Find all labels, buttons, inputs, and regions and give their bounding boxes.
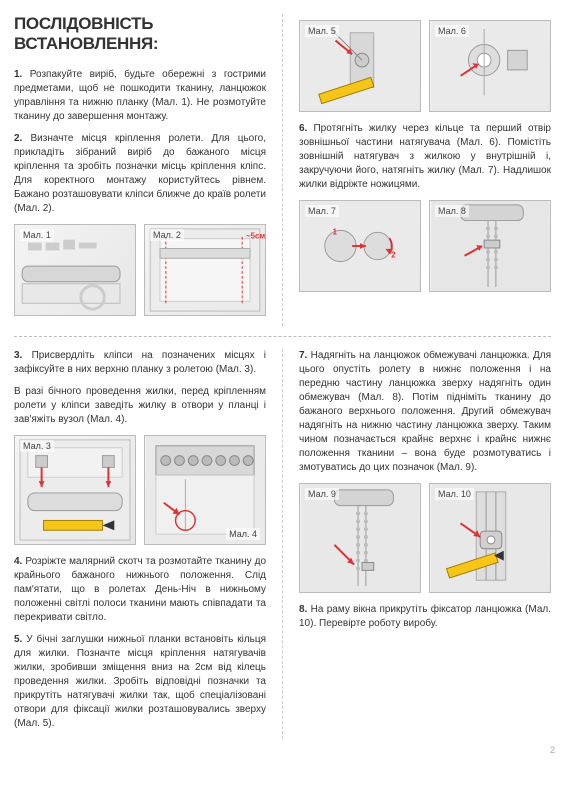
- step-7: 7. Надягніть на ланцюжок обмежувачі ланц…: [299, 349, 551, 475]
- figs-9-10: Мал. 9 Мал. 10: [299, 483, 551, 593]
- section-top: ПОСЛІДОВНІСТЬ ВСТАНОВЛЕННЯ: 1. Розпакуйт…: [14, 14, 551, 326]
- fig-8: Мал. 8: [429, 200, 551, 292]
- step-2-text: Визначте місця кріплення ролети. Для цьо…: [14, 133, 266, 214]
- fig-4: Мал. 4: [144, 435, 266, 545]
- fig-4-label: Мал. 4: [226, 528, 260, 540]
- fig-10: Мал. 10: [429, 483, 551, 593]
- fig-10-label: Мал. 10: [435, 488, 474, 500]
- horizontal-divider: [14, 336, 551, 337]
- svg-text:1: 1: [333, 227, 338, 236]
- step-3-text: Присвердліть кліпси на позначених місцях…: [14, 350, 266, 375]
- step-5: 5. У бічні заглушки нижньої планки встан…: [14, 633, 266, 731]
- fig-6: Мал. 6: [429, 20, 551, 112]
- step-3: 3. Присвердліть кліпси на позначених міс…: [14, 349, 266, 377]
- fig-1: Мал. 1: [14, 224, 136, 316]
- col-right-top: Мал. 5 Мал. 6: [299, 14, 551, 326]
- step-2-num: 2.: [14, 133, 22, 144]
- step-4: 4. Розріжте малярний скотч та розмотайте…: [14, 555, 266, 625]
- fig-2-label: Мал. 2: [150, 229, 184, 241]
- step-6-text: Протягніть жилку через кільце та перший …: [299, 123, 551, 190]
- step-4-text: Розріжте малярний скотч та розмотайте тк…: [14, 556, 266, 623]
- step-5-num: 5.: [14, 634, 22, 645]
- fig-2: Мал. 2 ~5см: [144, 224, 266, 316]
- fig-3: Мал. 3: [14, 435, 136, 545]
- step-4-num: 4.: [14, 556, 22, 567]
- step-7-num: 7.: [299, 350, 307, 361]
- step-5-text: У бічні заглушки нижньої планки встанові…: [14, 634, 266, 729]
- vertical-divider-top: [282, 14, 283, 326]
- fig-6-label: Мал. 6: [435, 25, 469, 37]
- figs-5-6: Мал. 5 Мал. 6: [299, 20, 551, 112]
- fig-7: Мал. 7 1 2: [299, 200, 421, 292]
- step-8-num: 8.: [299, 604, 307, 615]
- step-2: 2. Визначте місця кріплення ролети. Для …: [14, 132, 266, 216]
- step-8-text: На раму вікна прикрутіть фіксатор ланцюж…: [299, 604, 551, 629]
- figs-1-2: Мал. 1 Мал. 2: [14, 224, 266, 316]
- step-6: 6. Протягніть жилку через кільце та перш…: [299, 122, 551, 192]
- page-number: 2: [550, 745, 555, 755]
- svg-text:2: 2: [391, 251, 396, 260]
- step-6-num: 6.: [299, 123, 307, 134]
- step-7-text: Надягніть на ланцюжок обмежувачі ланцюжк…: [299, 350, 551, 473]
- step-8: 8. На раму вікна прикрутіть фіксатор лан…: [299, 603, 551, 631]
- fig-3-svg: [15, 436, 135, 544]
- page: ПОСЛІДОВНІСТЬ ВСТАНОВЛЕННЯ: 1. Розпакуйт…: [0, 0, 565, 759]
- vertical-divider-bottom: [282, 349, 283, 739]
- fig-2-dim: ~5см: [246, 232, 265, 241]
- step-1-num: 1.: [14, 69, 22, 80]
- figs-7-8: Мал. 7 1 2 Мал. 8: [299, 200, 551, 292]
- fig-7-label: Мал. 7: [305, 205, 339, 217]
- col-left-top: ПОСЛІДОВНІСТЬ ВСТАНОВЛЕННЯ: 1. Розпакуйт…: [14, 14, 266, 326]
- col-right-bottom: 7. Надягніть на ланцюжок обмежувачі ланц…: [299, 349, 551, 739]
- step-1: 1. Розпакуйте виріб, будьте обережні з г…: [14, 68, 266, 124]
- fig-1-label: Мал. 1: [20, 229, 54, 241]
- fig-5: Мал. 5: [299, 20, 421, 112]
- fig-5-label: Мал. 5: [305, 25, 339, 37]
- step-1-text: Розпакуйте виріб, будьте обережні з гост…: [14, 69, 266, 122]
- fig-10-svg: [430, 484, 550, 592]
- step-3b: В разі бічного проведення жилки, перед к…: [14, 385, 266, 427]
- fig-9-svg: [300, 484, 420, 592]
- page-title: ПОСЛІДОВНІСТЬ ВСТАНОВЛЕННЯ:: [14, 14, 266, 54]
- fig-9-label: Мал. 9: [305, 488, 339, 500]
- fig-3-label: Мал. 3: [20, 440, 54, 452]
- fig-9: Мал. 9: [299, 483, 421, 593]
- section-bottom: 3. Присвердліть кліпси на позначених міс…: [14, 349, 551, 739]
- step-3b-text: В разі бічного проведення жилки, перед к…: [14, 386, 266, 425]
- col-left-bottom: 3. Присвердліть кліпси на позначених міс…: [14, 349, 266, 739]
- step-3-num: 3.: [14, 350, 22, 361]
- figs-3-4: Мал. 3 Мал. 4: [14, 435, 266, 545]
- fig-8-label: Мал. 8: [435, 205, 469, 217]
